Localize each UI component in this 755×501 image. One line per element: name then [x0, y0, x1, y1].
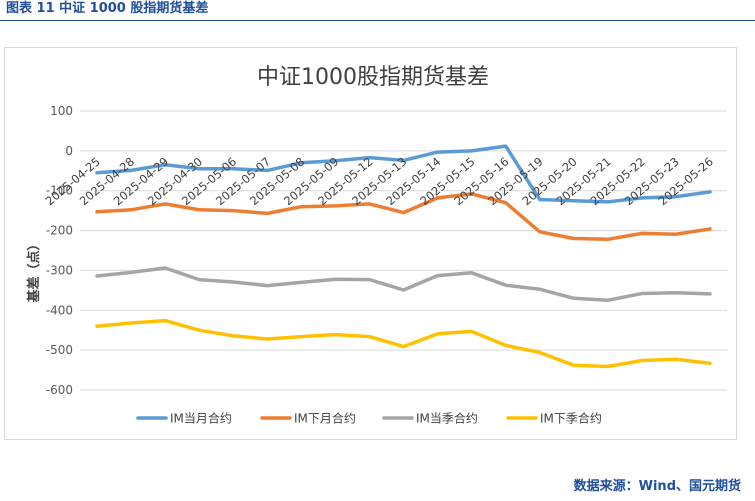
gridlines: [80, 110, 727, 391]
y-tick-label: -600: [46, 383, 73, 397]
y-tick-label: -100: [46, 184, 73, 198]
series-line: [95, 266, 712, 303]
legend-label: IM当月合约: [170, 411, 232, 426]
figure-caption: 图表 11 中证 1000 股指期货基差: [6, 1, 209, 16]
source-note: 数据来源：Wind、国元期货: [573, 479, 741, 494]
y-tick-label: -200: [46, 224, 73, 238]
legend-label: IM下季合约: [540, 411, 602, 426]
legend-label: IM当季合约: [416, 411, 478, 426]
y-tick-label: 100: [50, 104, 73, 118]
legend-label: IM下月合约: [294, 411, 356, 426]
y-tick-label: -400: [46, 303, 73, 317]
series-line: [95, 318, 712, 369]
series-lines: [95, 144, 712, 369]
y-tick-label: -500: [46, 343, 73, 357]
series-line: [95, 144, 712, 204]
caption-divider: [0, 20, 755, 21]
y-tick-labels: 100 0 -100 -200 -300 -400 -500 -600: [46, 104, 73, 397]
chart-title: 中证1000股指期货基差: [257, 65, 489, 90]
y-tick-label: 0: [65, 144, 73, 158]
y-tick-label: -300: [46, 263, 73, 277]
y-axis-label: 基差（点）: [26, 237, 42, 303]
chart-frame: [4, 47, 737, 440]
legend: IM当月合约 IM下月合约 IM当季合约 IM下季合约: [136, 411, 602, 426]
series-line: [95, 192, 712, 242]
